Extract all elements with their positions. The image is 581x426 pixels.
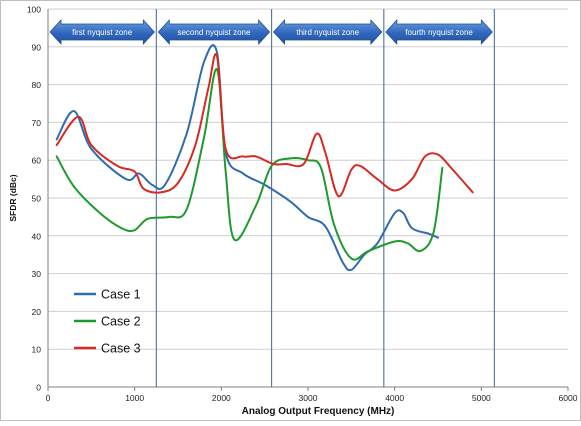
series-line-case-3 (55, 53, 474, 198)
nyquist-zone-markers: first nyquist zone second nyquist zone thi… (49, 9, 495, 387)
axes (47, 9, 569, 391)
y-axis-title: SFDR (dBc) (8, 174, 18, 221)
nyquist-zone-label-2: second nyquist zone (177, 28, 250, 37)
nyquist-zone-label-4: fourth nyquist zone (405, 28, 473, 37)
nyquist-zone-arrow-2 (157, 18, 271, 46)
series-lines (55, 44, 474, 272)
x-tick-label-3000: 3000 (299, 393, 318, 403)
y-tick-label-40: 40 (32, 231, 42, 241)
legend-label-case-3: Case 3 (101, 342, 141, 356)
nyquist-zone-arrow-1 (49, 18, 155, 46)
x-tick-label-4000: 4000 (385, 393, 404, 403)
y-tick-label-100: 100 (27, 5, 41, 15)
y-tick-label-80: 80 (32, 80, 42, 90)
nyquist-zone-label-3: third nyquist zone (296, 28, 359, 37)
y-tick-label-60: 60 (32, 156, 42, 166)
y-tick-label-50: 50 (32, 194, 42, 204)
series-line-case-1 (55, 44, 439, 272)
x-tick-label-6000: 6000 (559, 393, 578, 403)
x-tick-label-0: 0 (46, 393, 51, 403)
nyquist-zone-arrow-4 (385, 18, 493, 46)
y-tick-label-70: 70 (32, 118, 42, 128)
series-line-case-2 (55, 68, 444, 261)
x-axis-title: Analog Output Frequency (MHz) (242, 406, 395, 417)
legend: Case 1 Case 2 Case 3 (74, 288, 141, 356)
y-tick-label-20: 20 (32, 307, 42, 317)
y-tick-label-30: 30 (32, 269, 42, 279)
legend-label-case-1: Case 1 (101, 288, 141, 302)
y-tick-label-0: 0 (36, 383, 41, 393)
x-tick-label-5000: 5000 (472, 393, 491, 403)
legend-label-case-2: Case 2 (101, 315, 141, 329)
nyquist-zone-label-1: first nyquist zone (72, 28, 133, 37)
x-tick-label-1000: 1000 (125, 393, 144, 403)
y-tick-label-10: 10 (32, 345, 42, 355)
y-tick-label-90: 90 (32, 42, 42, 52)
nyquist-zone-arrow-3 (273, 18, 383, 46)
x-tick-label-2000: 2000 (212, 393, 231, 403)
